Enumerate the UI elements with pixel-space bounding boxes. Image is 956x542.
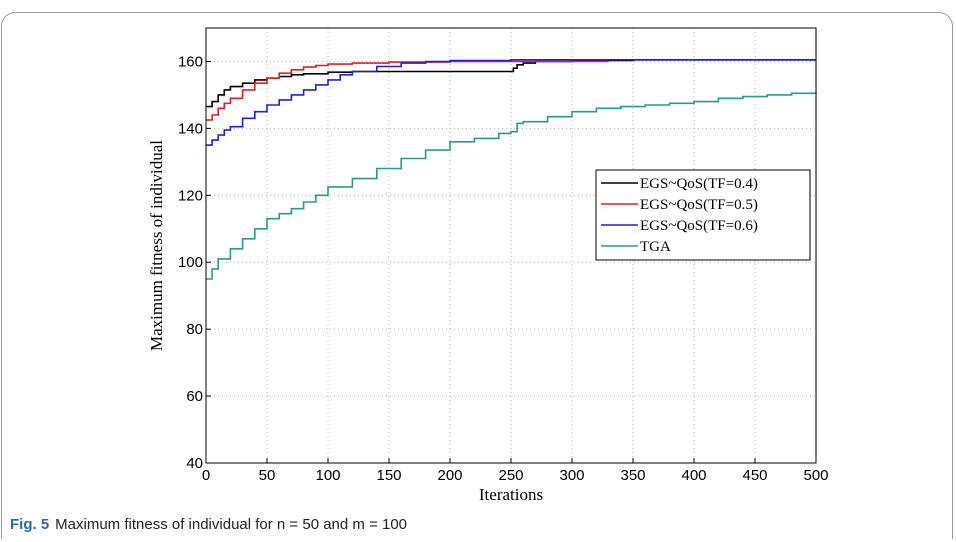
x-tick-label: 400 bbox=[681, 467, 706, 484]
x-tick-label: 0 bbox=[202, 467, 210, 484]
legend-label: EGS~QoS(TF=0.6) bbox=[640, 218, 758, 234]
x-tick-label: 150 bbox=[376, 467, 401, 484]
y-tick-label: 120 bbox=[178, 187, 203, 204]
y-tick-label: 140 bbox=[178, 120, 203, 137]
series-line-egs-qos-tf-0-5 bbox=[206, 60, 609, 121]
legend-box bbox=[595, 169, 811, 261]
y-tick-label: 80 bbox=[186, 321, 203, 338]
x-tick-label: 100 bbox=[315, 467, 340, 484]
x-tick-label: 50 bbox=[259, 467, 276, 484]
x-tick-label: 300 bbox=[559, 467, 584, 484]
series-line-egs-qos-tf-0-4 bbox=[206, 59, 816, 108]
axis-ticks: 0 50 100 150 200 250 300 350 400 450 500 40 60 80 100 1… bbox=[178, 53, 829, 484]
x-axis-label: Iterations bbox=[479, 485, 543, 504]
line-chart: 0 50 100 150 200 250 300 350 400 450 500 40 60 80 100 1… bbox=[147, 27, 829, 504]
series-lines bbox=[206, 59, 817, 280]
figure-label: Fig. 5 bbox=[10, 516, 50, 533]
legend-label: EGS~QoS(TF=0.4) bbox=[640, 176, 758, 192]
legend: EGS~QoS(TF=0.4) EGS~QoS(TF=0.5) EGS~QoS(TF… bbox=[595, 169, 811, 261]
x-tick-label: 500 bbox=[803, 467, 828, 484]
legend-label: EGS~QoS(TF=0.5) bbox=[640, 197, 758, 213]
y-tick-label: 60 bbox=[186, 388, 203, 405]
figure-caption: Fig. 5 Maximum fitness of individual for … bbox=[10, 516, 407, 533]
y-tick-label: 100 bbox=[178, 254, 203, 271]
x-tick-label: 200 bbox=[437, 467, 462, 484]
series-line-tga bbox=[206, 91, 817, 280]
series-line-egs-qos-tf-0-6 bbox=[206, 59, 816, 146]
caption-text: Maximum fitness of individual for n = 50… bbox=[55, 516, 408, 533]
x-tick-label: 450 bbox=[742, 467, 767, 484]
figure-frame bbox=[1, 12, 953, 539]
y-tick-label: 160 bbox=[178, 53, 203, 70]
y-axis-label: Maximum fitness of individual bbox=[147, 140, 166, 351]
x-tick-label: 250 bbox=[498, 467, 523, 484]
x-tick-label: 350 bbox=[620, 467, 645, 484]
legend-label: TGA bbox=[640, 239, 671, 255]
y-tick-label: 40 bbox=[186, 455, 203, 472]
